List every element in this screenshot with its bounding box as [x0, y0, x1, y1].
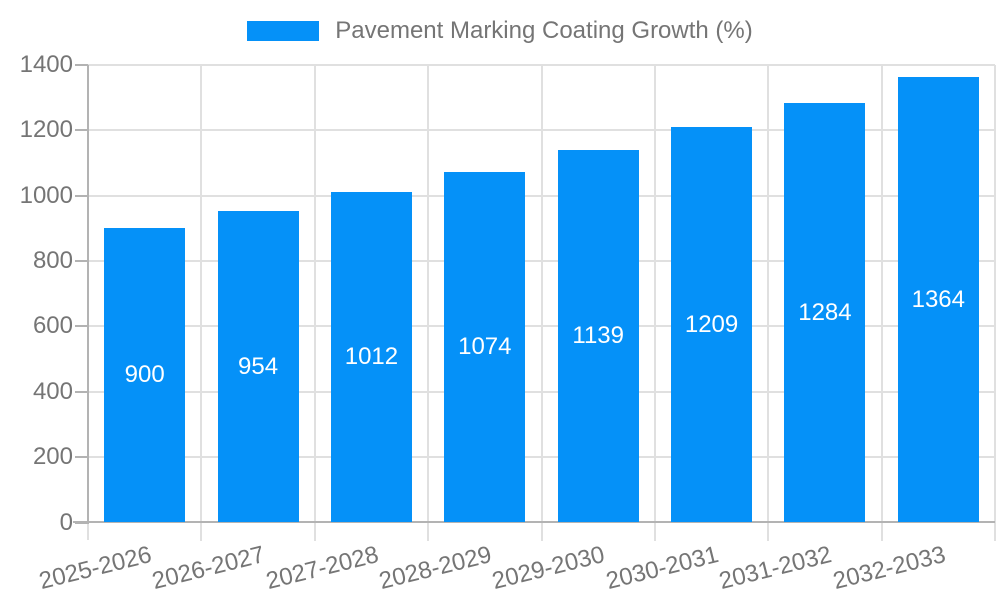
gridline-vertical [767, 65, 770, 541]
gridline-vertical [540, 65, 543, 541]
gridline-vertical [313, 65, 316, 541]
bar[interactable]: 1074 [444, 171, 526, 523]
bar[interactable]: 1284 [784, 102, 866, 523]
y-axis-tick [75, 194, 88, 197]
x-tick-label: 2032-2033 [829, 541, 948, 595]
y-axis-tick [75, 260, 88, 263]
y-tick-label: 0 [59, 508, 73, 536]
x-tick-label: 2031-2032 [716, 541, 835, 595]
gridline-vertical [994, 65, 996, 541]
bar-value-label: 1074 [458, 333, 512, 360]
x-tick-label: 2027-2028 [263, 541, 381, 595]
x-axis-line [73, 521, 995, 523]
y-tick-label: 400 [32, 377, 73, 405]
y-tick-label: 1200 [19, 116, 73, 144]
y-axis-line [87, 65, 89, 524]
x-tick-label: 2030-2031 [603, 541, 722, 595]
bar-value-label: 1364 [911, 285, 965, 313]
x-tick-label: 2025-2026 [36, 541, 155, 595]
gridline-vertical [880, 65, 883, 541]
x-axis-tick [87, 523, 89, 540]
y-tick-label: 600 [32, 312, 73, 340]
x-tick-label: 2028-2029 [376, 541, 495, 595]
y-axis-tick [75, 456, 88, 459]
bar-value-label: 1012 [344, 343, 399, 371]
x-tick-label: 2029-2030 [489, 541, 608, 595]
bar-value-label: 900 [124, 361, 165, 389]
x-tick-label: 2026-2027 [149, 541, 268, 595]
bar[interactable]: 1139 [557, 150, 639, 523]
bar-value-label: 954 [238, 352, 279, 380]
bar[interactable]: 900 [104, 228, 186, 523]
y-axis-tick [75, 129, 88, 132]
bar[interactable]: 1364 [897, 76, 979, 523]
gridline-vertical [653, 65, 656, 541]
gridline-vertical [200, 65, 203, 541]
legend-label: Pavement Marking Coating Growth (%) [335, 17, 753, 44]
bar-value-label: 1209 [684, 310, 739, 338]
bar-value-label: 1284 [798, 298, 852, 326]
bar[interactable]: 1012 [330, 191, 412, 523]
y-axis-tick [75, 390, 88, 393]
y-tick-label: 800 [32, 247, 73, 275]
legend-swatch [247, 21, 320, 41]
y-tick-label: 1000 [19, 181, 73, 209]
bar[interactable]: 954 [217, 210, 299, 523]
chart-legend[interactable]: Pavement Marking Coating Growth (%) [0, 17, 1000, 45]
y-axis-tick [75, 64, 88, 66]
y-axis-tick [75, 325, 88, 328]
y-tick-label: 200 [32, 443, 73, 471]
gridline-vertical [427, 65, 430, 541]
y-tick-label: 1400 [19, 51, 73, 78]
bar[interactable]: 1209 [671, 127, 753, 523]
bar-value-label: 1139 [572, 322, 624, 350]
